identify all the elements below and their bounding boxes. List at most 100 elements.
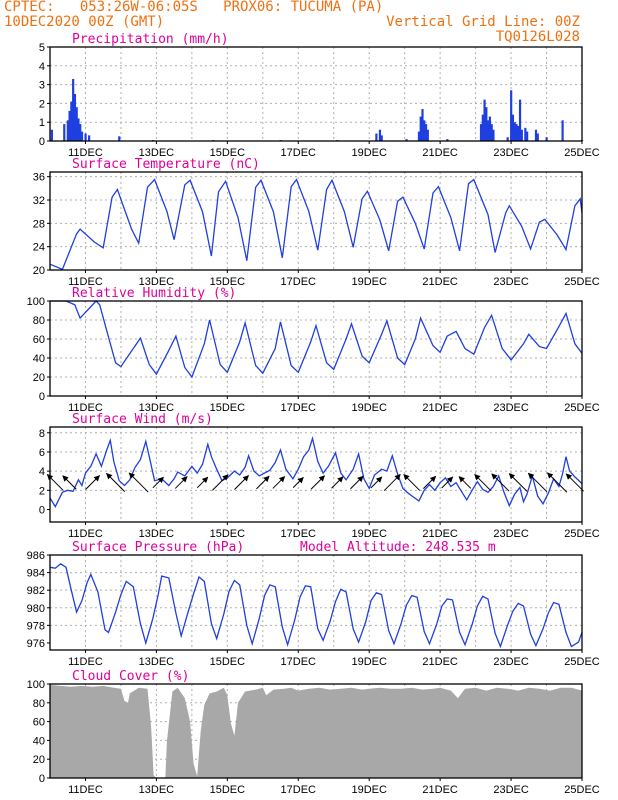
temperature-ytick-label: 20	[33, 265, 45, 277]
precipitation-bar	[66, 120, 69, 141]
pressure-xtick-label: 25DEC	[564, 656, 600, 668]
pressure-xtick-label: 13DEC	[139, 656, 175, 668]
temperature-xtick-label: 19DEC	[351, 276, 387, 288]
cloud-cover-xtick-label: 21DEC	[422, 784, 458, 796]
temperature-xtick-label: 23DEC	[493, 276, 529, 288]
wind-vector-arrow	[106, 472, 126, 492]
precipitation-xtick-label: 21DEC	[422, 147, 458, 159]
wind-vector-arrow	[152, 476, 164, 489]
precipitation-bar	[75, 107, 78, 141]
precipitation-bar	[72, 78, 75, 141]
temperature-xtick-label: 17DEC	[281, 276, 317, 288]
precipitation-bar	[490, 124, 493, 141]
precipitation-bar	[511, 114, 515, 141]
precipitation-xtick-label: 11DEC	[68, 147, 103, 159]
precipitation-bar	[79, 124, 82, 141]
humidity-xtick-label: 25DEC	[564, 402, 600, 414]
header-model-id: TQ0126L028	[495, 29, 580, 45]
wind-vector-arrow	[174, 476, 188, 489]
pressure-xtick-label: 19DEC	[351, 656, 387, 668]
precipitation-xtick-label: 19DEC	[351, 147, 387, 159]
wind-vector-arrow	[474, 474, 492, 491]
precipitation-bar	[487, 120, 490, 141]
precipitation-bar	[545, 137, 548, 141]
wind-vector-arrow	[292, 476, 304, 488]
humidity-xtick-label: 13DEC	[139, 402, 175, 414]
precipitation-bar	[375, 133, 378, 141]
precipitation-bar	[63, 124, 66, 141]
precipitation-bar	[513, 122, 516, 141]
precipitation-bar	[485, 107, 488, 141]
pressure-ytick-label: 984	[27, 568, 45, 580]
precipitation-ytick-label: 1	[39, 117, 45, 129]
temperature-line	[49, 178, 583, 271]
wind-vector-arrow	[256, 475, 270, 490]
humidity-ytick-label: 0	[39, 391, 45, 403]
precipitation-bar	[70, 101, 73, 141]
pressure-line	[49, 562, 583, 649]
temperature-frame	[49, 171, 583, 271]
pressure-xtick-label: 23DEC	[493, 656, 529, 668]
humidity-title: Relative Humidity (%)	[72, 286, 236, 301]
humidity-xtick-label: 15DEC	[210, 402, 246, 414]
wind-xtick-label: 25DEC	[564, 528, 600, 540]
precipitation-bar	[526, 131, 529, 141]
precipitation-bar	[483, 99, 486, 141]
cloud-cover-ytick-label: 80	[33, 698, 45, 710]
cloud-cover-xtick-label: 11DEC	[68, 784, 103, 796]
precipitation-bar	[423, 120, 426, 141]
cloud-cover-title: Cloud Cover (%)	[72, 669, 189, 684]
precipitation-ytick-label: 2	[39, 98, 45, 110]
wind-ytick-label: 4	[39, 466, 45, 478]
wind-xtick-label: 13DEC	[139, 528, 175, 540]
pressure-ytick-label: 978	[27, 620, 45, 632]
temperature-ytick-label: 36	[33, 172, 45, 184]
wind-ytick-label: 0	[39, 505, 45, 517]
wind-vector-arrow	[310, 475, 325, 490]
precipitation-bar	[424, 124, 428, 141]
humidity-xtick-label: 23DEC	[493, 402, 529, 414]
precipitation-bar	[446, 139, 449, 141]
pressure-panel: 976 978 980 982 984 986 Surface Pressure (hPa)…	[27, 540, 600, 668]
cloud-cover-xtick-label: 15DEC	[210, 784, 246, 796]
pressure-title: Surface Pressure (hPa)	[72, 540, 244, 555]
cloud-cover-ytick-label: 40	[33, 735, 45, 747]
temperature-xtick-label: 11DEC	[68, 276, 103, 288]
pressure-ytick-label: 980	[27, 603, 45, 615]
precipitation-ytick-label: 5	[39, 42, 45, 54]
precipitation-bar	[488, 116, 491, 141]
wind-vector-arrow	[128, 472, 149, 493]
precipitation-xtick-label: 23DEC	[493, 147, 529, 159]
precipitation-bar	[421, 109, 424, 141]
temperature-xtick-label: 13DEC	[139, 276, 175, 288]
pressure-xtick-label: 11DEC	[68, 656, 103, 668]
wind-ytick-label: 2	[39, 485, 45, 497]
precipitation-xtick-label: 15DEC	[210, 147, 246, 159]
precipitation-ytick-label: 4	[39, 61, 45, 73]
precipitation-bar	[515, 124, 518, 141]
precipitation-bar	[419, 116, 422, 141]
header-grid-line-note: Vertical Grid Line: 00Z	[386, 14, 580, 30]
wind-vector-arrow	[85, 475, 100, 490]
precipitation-bar	[524, 127, 527, 141]
humidity-ytick-label: 20	[33, 372, 45, 384]
wind-frame	[49, 426, 583, 523]
cloud-cover-xtick-label: 25DEC	[564, 784, 600, 796]
temperature-ytick-label: 28	[33, 218, 45, 230]
wind-vector-arrow	[441, 476, 454, 489]
precipitation-xtick-label: 13DEC	[139, 147, 175, 159]
precipitation-frame	[49, 46, 583, 142]
precipitation-xtick-label: 17DEC	[281, 147, 317, 159]
cloud-cover-area	[50, 684, 582, 778]
wind-vector-arrow	[350, 475, 364, 490]
humidity-xtick-label: 19DEC	[351, 402, 387, 414]
precipitation-bar	[518, 99, 522, 141]
temperature-ytick-label: 24	[33, 242, 45, 254]
wind-vector-arrow	[62, 475, 77, 490]
pressure-xtick-label: 15DEC	[210, 656, 246, 668]
header-station-line: CPTEC: 053:26W-06:05S PROX06: TUCUMA (PA…	[4, 0, 384, 15]
precipitation-bar	[405, 139, 408, 141]
precipitation-bar	[118, 136, 121, 141]
wind-xtick-label: 11DEC	[68, 528, 103, 540]
humidity-xtick-label: 17DEC	[281, 402, 317, 414]
